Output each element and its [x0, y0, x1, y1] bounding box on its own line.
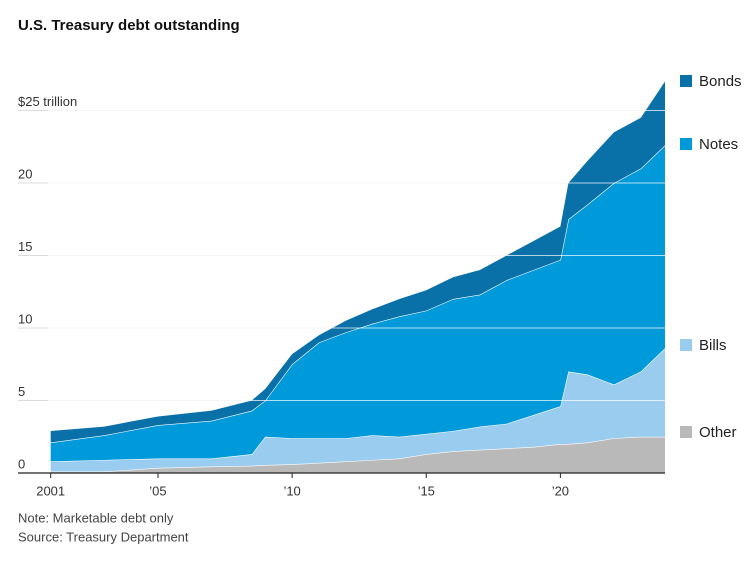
y-tick-label: 15	[18, 239, 32, 254]
area	[50, 348, 665, 472]
area	[50, 145, 665, 462]
legend-label: Notes	[699, 136, 738, 153]
y-tick-label: $25 trillion	[18, 94, 77, 109]
y-tick-label: 5	[18, 384, 25, 399]
x-tick-label: 2001	[36, 483, 65, 498]
chart-title: U.S. Treasury debt outstanding	[18, 17, 240, 34]
legend-label: Bills	[699, 337, 727, 354]
legend-swatch	[680, 426, 692, 438]
y-tick-label: 10	[18, 311, 32, 326]
legend-swatch	[680, 138, 692, 150]
x-tick-label: ’10	[283, 483, 300, 498]
x-tick-label: ’20	[552, 483, 569, 498]
x-tick-label: ’15	[418, 483, 435, 498]
note: Note: Marketable debt only	[18, 510, 174, 525]
area	[50, 81, 665, 443]
legend-label: Bonds	[699, 73, 742, 90]
y-tick-label: 20	[18, 166, 32, 181]
legend-swatch	[680, 75, 692, 87]
source: Source: Treasury Department	[18, 529, 189, 544]
y-tick-label: 0	[18, 456, 25, 471]
legend-label: Other	[699, 424, 737, 441]
x-tick-label: ’05	[149, 483, 166, 498]
legend-swatch	[680, 339, 692, 351]
area	[50, 436, 665, 473]
